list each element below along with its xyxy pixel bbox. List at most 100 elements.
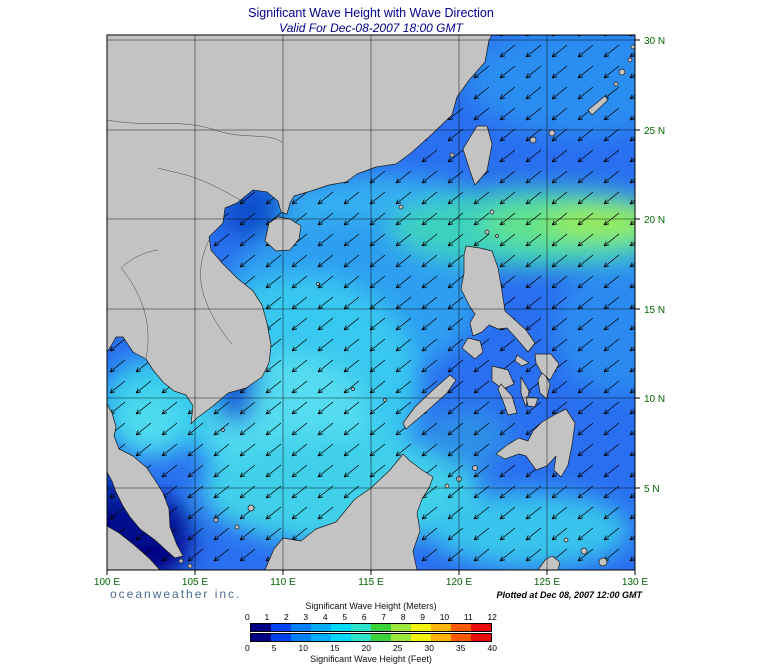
legend-feet-tick: 10 — [298, 643, 308, 653]
legend-cell — [311, 634, 331, 641]
lon-tick-label: 120 E — [446, 577, 472, 588]
legend-cell — [471, 624, 491, 631]
country-borders — [107, 119, 283, 359]
land-sulawesi-tip — [537, 555, 561, 570]
legend-cell — [411, 634, 431, 641]
island — [580, 547, 588, 555]
legend-feet-tick: 15 — [330, 643, 340, 653]
island — [383, 398, 387, 402]
island — [234, 524, 240, 530]
legend-meters-tick: 10 — [439, 612, 450, 622]
legend-cell — [351, 624, 371, 631]
legend-cell — [251, 624, 271, 631]
island — [548, 129, 556, 137]
lon-tick-label: 125 E — [534, 577, 560, 588]
legend-meters-tick: 11 — [463, 612, 473, 622]
legend-cell — [271, 624, 291, 631]
lat-tick-label: 10 N — [644, 394, 665, 405]
island — [613, 81, 619, 87]
legend-cell — [371, 634, 391, 641]
legend-cell — [431, 624, 451, 631]
land-taiwan — [462, 125, 493, 186]
lon-tick-label: 130 E — [622, 577, 648, 588]
legend-feet-tick: 40 — [487, 643, 497, 653]
land-okinawa — [587, 95, 609, 116]
island — [247, 504, 255, 512]
legend-cell — [251, 634, 271, 641]
legend-feet-tick: 35 — [456, 643, 466, 653]
legend-cell — [471, 634, 491, 641]
island — [529, 136, 537, 144]
legend-feet-title: Significant Wave Height (Feet) — [310, 654, 432, 664]
island — [495, 234, 499, 238]
legend-cell — [391, 634, 411, 641]
legend-meters-tick: 9 — [420, 612, 425, 622]
legend-bar-meters — [250, 623, 492, 632]
island — [598, 557, 608, 567]
legend-feet-tick: 5 — [271, 643, 277, 653]
header: Significant Wave Height with Wave Direct… — [0, 6, 742, 35]
grid-lines — [107, 35, 635, 570]
legend-feet-tick: 30 — [424, 643, 434, 653]
island — [449, 152, 455, 158]
land-malay-peninsula — [107, 403, 184, 559]
legend-cell — [351, 634, 371, 641]
island — [444, 483, 450, 489]
land-palawan — [402, 374, 457, 430]
legend-meters-tick: 4 — [322, 612, 328, 622]
legend-cell — [291, 634, 311, 641]
legend-meters-ticks: 0 1 2 3 4 5 6 7 8 9 10 11 12 — [245, 612, 497, 622]
land-asia-mainland — [107, 35, 493, 425]
legend-cell — [311, 624, 331, 631]
axis-tick-marks — [106, 39, 640, 575]
island — [484, 229, 490, 235]
island — [178, 558, 184, 564]
island — [630, 44, 635, 50]
island — [316, 282, 320, 286]
legend-feet-tick: 25 — [393, 643, 403, 653]
lat-tick-label: 15 N — [644, 305, 665, 316]
plotted-timestamp: Plotted at Dec 08, 2007 12:00 GMT — [496, 590, 642, 600]
lon-tick-label: 110 E — [270, 577, 296, 588]
legend-feet-tick: 0 — [245, 643, 250, 653]
legend-feet-ticks: 0 5 10 15 20 25 30 35 40 — [245, 643, 497, 653]
land-masbate — [514, 354, 530, 367]
land-sumatra — [107, 525, 161, 570]
land-luzon — [460, 245, 536, 353]
legend: Significant Wave Height (Meters) 0 1 2 3 4 5 6… — [236, 600, 506, 665]
lon-tick-label: 115 E — [358, 577, 384, 588]
chart-subtitle: Valid For Dec-08-2007 18:00 GMT — [279, 21, 463, 35]
legend-meters-tick: 1 — [264, 612, 270, 622]
legend-meters-tick: 3 — [303, 612, 309, 622]
land-bohol — [525, 396, 539, 408]
legend-cell — [291, 624, 311, 631]
wave-map: 100 E 105 E 110 E 115 E 120 E 125 E 130 … — [94, 34, 665, 588]
island — [618, 68, 626, 76]
legend-cell — [451, 634, 471, 641]
island — [221, 428, 225, 432]
legend-meters-tick: 5 — [342, 612, 348, 622]
island — [213, 517, 219, 523]
land-masses — [107, 35, 635, 570]
legend-cell — [331, 634, 351, 641]
legend-bar-feet — [250, 633, 492, 642]
lat-tick-label: 30 N — [644, 36, 665, 47]
land-negros — [497, 383, 518, 416]
legend-cell — [271, 634, 291, 641]
legend-meters-tick: 8 — [400, 612, 406, 622]
legend-meters-title: Significant Wave Height (Meters) — [305, 601, 437, 611]
legend-meters-tick: 6 — [361, 612, 367, 622]
land-mindanao — [495, 408, 576, 478]
island — [187, 563, 193, 569]
land-mindoro — [461, 337, 484, 360]
legend-meters-tick: 2 — [283, 612, 289, 622]
legend-cell — [451, 624, 471, 631]
island — [398, 204, 404, 210]
island — [351, 387, 355, 391]
lat-tick-label: 5 N — [644, 484, 660, 495]
island — [472, 465, 478, 471]
legend-meters-tick: 0 — [245, 612, 250, 622]
island — [563, 537, 569, 543]
oceanweather-logo: oceanweather inc. — [110, 587, 242, 601]
